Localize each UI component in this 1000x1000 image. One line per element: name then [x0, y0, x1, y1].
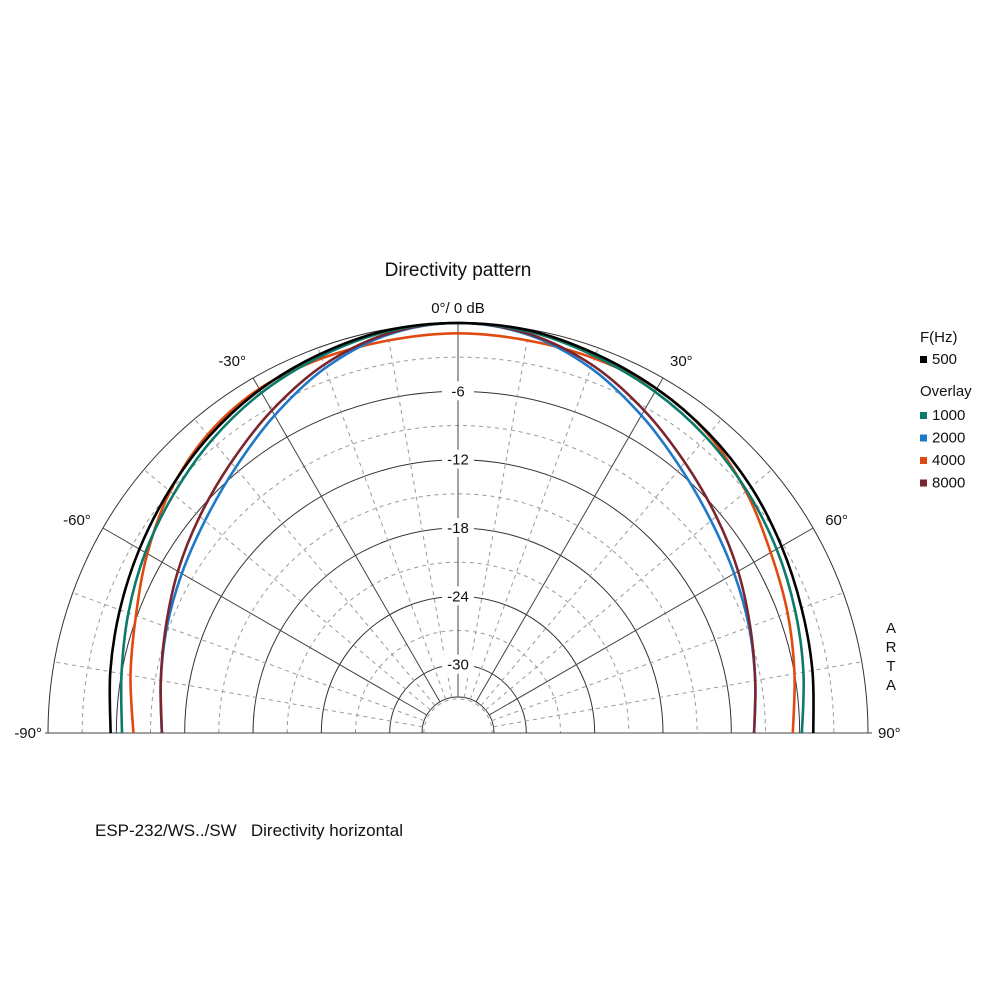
- grid-spoke: [488, 527, 814, 716]
- grid-spoke-minor: [463, 329, 530, 698]
- grid-spoke-minor: [72, 592, 425, 722]
- angle-label: -90°: [14, 725, 42, 742]
- grid-ring-minor: [81, 356, 835, 734]
- legend-swatch: [920, 356, 927, 363]
- db-label-bg: [442, 518, 474, 537]
- db-label: -6: [451, 383, 464, 400]
- arta-letter: A: [886, 677, 896, 694]
- db-label: -18: [447, 520, 469, 537]
- grid-spoke-minor: [143, 469, 431, 711]
- grid-spoke-minor: [317, 347, 447, 700]
- legend-swatch: [920, 434, 927, 442]
- legend-entry: 2000: [932, 430, 965, 447]
- grid-spoke-minor: [491, 592, 844, 722]
- grid-spoke-minor: [493, 661, 862, 728]
- arta-letter: R: [886, 639, 897, 656]
- top-label: 0°/ 0 dB: [431, 300, 485, 317]
- grid-spoke-minor: [469, 347, 599, 700]
- db-label-bg: [442, 381, 474, 401]
- legend-entry: 1000: [932, 407, 965, 424]
- grid-ring-minor: [286, 561, 630, 734]
- grid-spoke: [475, 377, 664, 703]
- grid-spoke: [252, 377, 441, 703]
- chart-subtitle: ESP-232/WS../SW Directivity horizontal: [95, 821, 403, 840]
- db-label: -12: [447, 452, 469, 469]
- db-label-bg: [442, 449, 474, 469]
- grid-spoke-minor: [194, 418, 436, 706]
- angle-label: 30°: [670, 353, 693, 370]
- arta-letter: A: [886, 620, 896, 637]
- grid-spoke-minor: [480, 418, 722, 706]
- angle-label: -30°: [218, 353, 246, 370]
- series-curves: [108, 321, 815, 734]
- db-label: -30: [447, 657, 469, 674]
- legend-header: F(Hz): [920, 329, 958, 346]
- legend: F(Hz) 500 Overlay 1000 2000 4000 8000: [920, 329, 972, 492]
- db-label-bg: [442, 586, 474, 606]
- grid-spoke-minor: [485, 469, 773, 711]
- grid-spoke: [102, 527, 428, 716]
- grid-spoke-minor: [54, 661, 423, 728]
- series-curve-4000: [129, 332, 796, 734]
- top-label-bg: [418, 297, 498, 317]
- legend-entry: 4000: [932, 452, 965, 469]
- polar-grid: [45, 322, 872, 734]
- chart-title: Directivity pattern: [385, 260, 532, 281]
- grid-ring-center: [421, 696, 495, 734]
- db-label: -24: [447, 588, 469, 605]
- series-curve-500: [108, 321, 815, 734]
- axis-labels: -90° -60° -30° 30° 60° 90° -6 -12 -18 -24 -30: [14, 297, 901, 742]
- db-label-bg: [442, 654, 474, 674]
- legend-entry: 8000: [932, 475, 965, 492]
- legend-overlay-label: Overlay: [920, 383, 972, 400]
- angle-label: 90°: [878, 725, 901, 742]
- angle-label: 60°: [825, 512, 848, 529]
- grid-ring-minor: [218, 493, 698, 734]
- grid-spoke-minor: [386, 329, 453, 698]
- legend-entry: 500: [932, 351, 957, 368]
- legend-swatch: [920, 479, 927, 487]
- angle-label: -60°: [63, 512, 91, 529]
- legend-swatch: [920, 457, 927, 464]
- arta-letter: T: [886, 658, 895, 675]
- legend-swatch: [920, 412, 927, 419]
